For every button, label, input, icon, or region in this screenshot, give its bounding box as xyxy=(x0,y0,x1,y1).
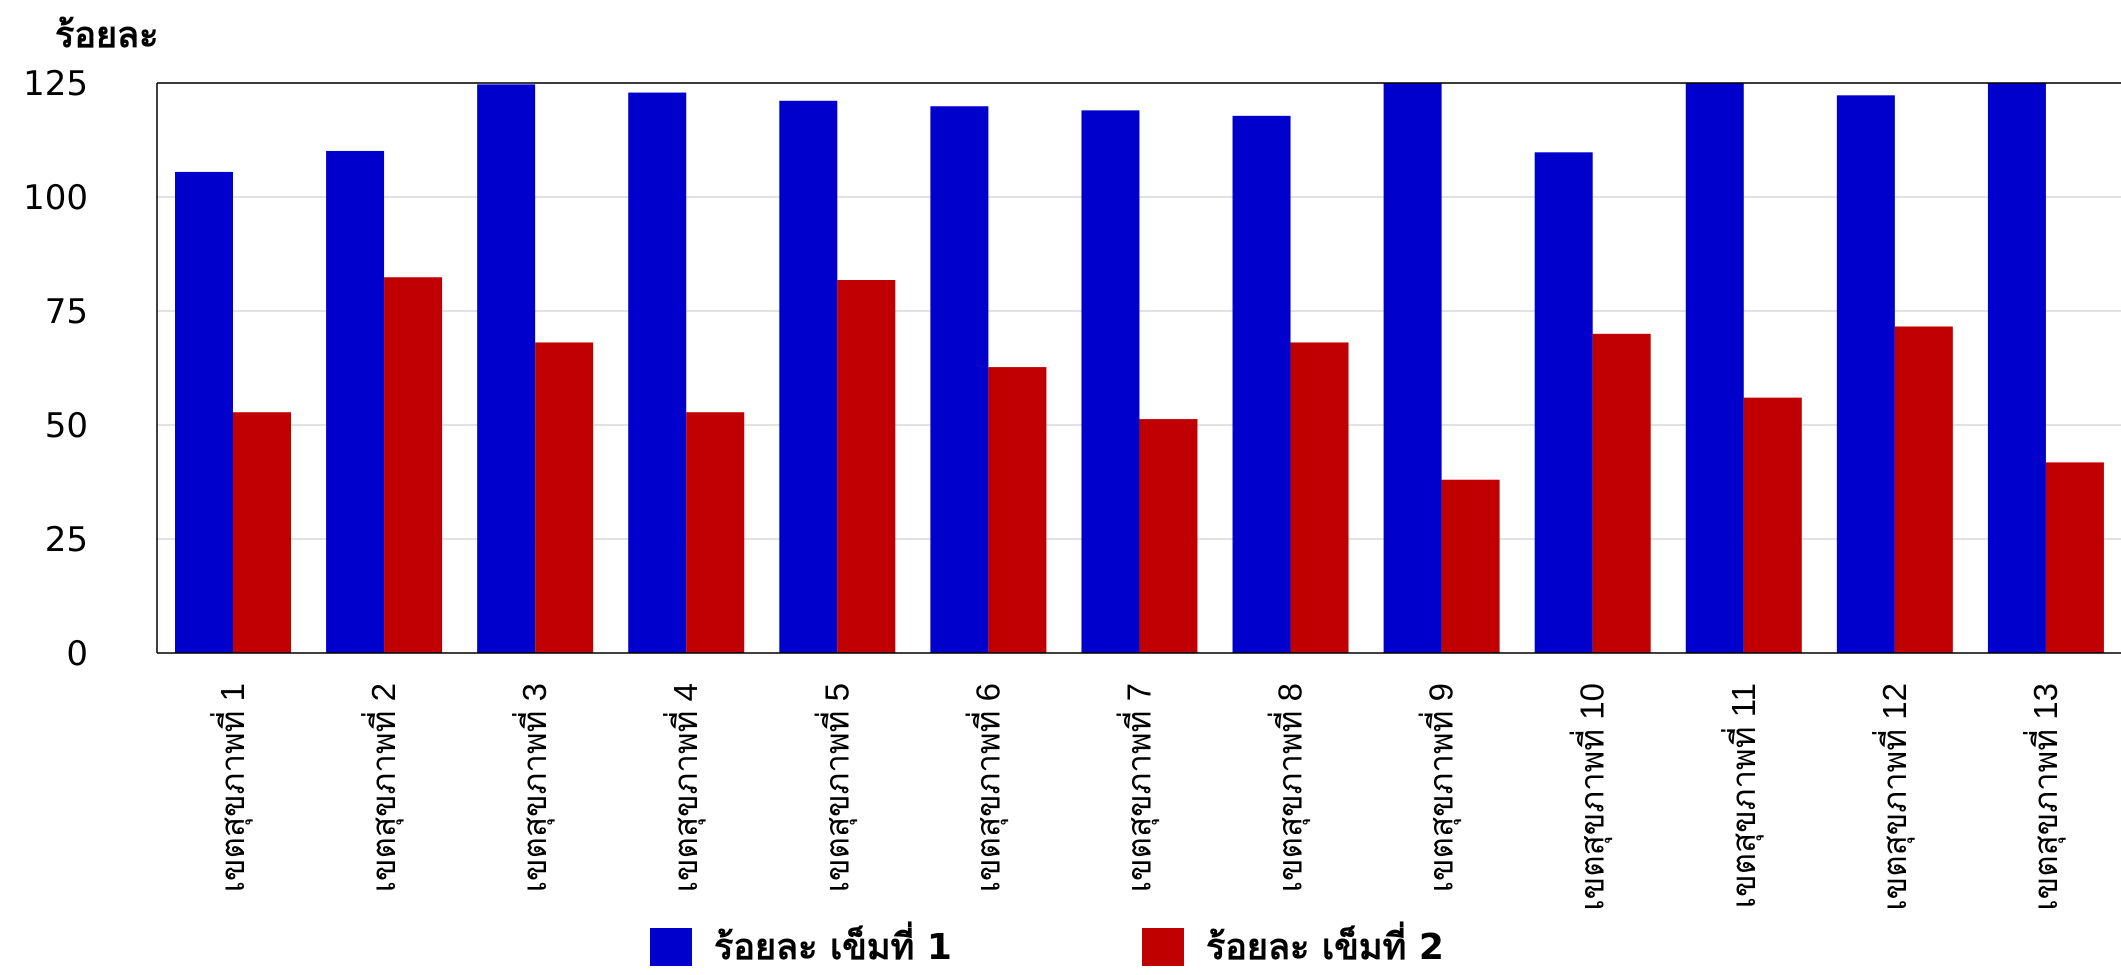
bar-series2-13 xyxy=(2045,462,2104,653)
bar-series2-10 xyxy=(1592,333,1651,653)
x-tick-label: เขตสุขภาพที่ 6 xyxy=(965,683,1008,892)
bar-series1-2 xyxy=(326,150,385,653)
bar-series1-11 xyxy=(1685,83,1744,653)
x-tick-label: เขตสุขภาพที่ 10 xyxy=(1570,683,1613,911)
y-tick-label: 0 xyxy=(66,634,88,674)
legend-item-series1: ร้อยละ เข็มที่ 1 xyxy=(650,918,952,975)
bar-series1-8 xyxy=(1232,115,1291,653)
bar-series1-10 xyxy=(1534,152,1593,653)
bar-series1-1 xyxy=(175,171,233,654)
x-tick-label: เขตสุขภาพที่ 5 xyxy=(814,683,857,892)
legend-swatch-series2 xyxy=(1141,927,1184,966)
legend-swatch-series1 xyxy=(650,927,692,966)
bar-series2-2 xyxy=(384,277,443,653)
x-tick-label: เขตสุขภาพที่ 13 xyxy=(2023,683,2066,911)
y-tick-label: 125 xyxy=(23,64,88,104)
bar-series1-5 xyxy=(779,100,838,653)
y-tick-label: 75 xyxy=(45,292,88,332)
x-tick-label: เขตสุขภาพที่ 1 xyxy=(210,683,253,892)
bar-series1-3 xyxy=(477,84,536,654)
bar-series1-9 xyxy=(1383,83,1442,653)
x-tick-label: เขตสุขภาพที่ 8 xyxy=(1268,683,1311,892)
bar-series2-6 xyxy=(988,367,1047,653)
x-tick-label: เขตสุขภาพที่ 3 xyxy=(512,683,555,892)
y-tick-label: 50 xyxy=(45,406,88,446)
bar-series2-1 xyxy=(233,412,291,653)
legend-item-series2: ร้อยละ เข็มที่ 2 xyxy=(1141,918,1444,975)
y-tick-label: 100 xyxy=(23,178,88,218)
bar-series2-3 xyxy=(535,342,594,653)
x-tick-label: เขตสุขภาพที่ 7 xyxy=(1116,683,1159,892)
bar-series1-4 xyxy=(628,92,687,654)
bar-series2-5 xyxy=(837,279,896,653)
legend-label-series2: ร้อยละ เข็มที่ 2 xyxy=(1205,927,1444,968)
legend-label-series1: ร้อยละ เข็มที่ 1 xyxy=(714,927,952,968)
y-tick-label: 25 xyxy=(45,520,88,560)
bar-series2-7 xyxy=(1139,419,1198,653)
y-axis-title: ร้อยละ xyxy=(55,15,159,56)
x-tick-label: เขตสุขภาพที่ 9 xyxy=(1419,683,1462,892)
x-tick-label: เขตสุขภาพที่ 4 xyxy=(663,683,706,892)
bar-series2-8 xyxy=(1290,342,1349,653)
bar-series1-6 xyxy=(930,106,989,654)
bar-series2-9 xyxy=(1441,479,1500,653)
bar-series2-4 xyxy=(686,412,745,653)
bar-series1-12 xyxy=(1836,95,1895,653)
bar-series2-12 xyxy=(1894,326,1953,653)
x-tick-label: เขตสุขภาพที่ 12 xyxy=(1872,683,1915,911)
bar-series2-11 xyxy=(1743,397,1802,653)
bar-series1-7 xyxy=(1081,110,1140,654)
bar-series1-13 xyxy=(1987,83,2046,653)
legend: ร้อยละ เข็มที่ 1 ร้อยละ เข็มที่ 2 xyxy=(650,918,1634,975)
x-tick-label: เขตสุขภาพที่ 2 xyxy=(361,683,404,892)
x-tick-label: เขตสุขภาพที่ 11 xyxy=(1721,683,1764,908)
